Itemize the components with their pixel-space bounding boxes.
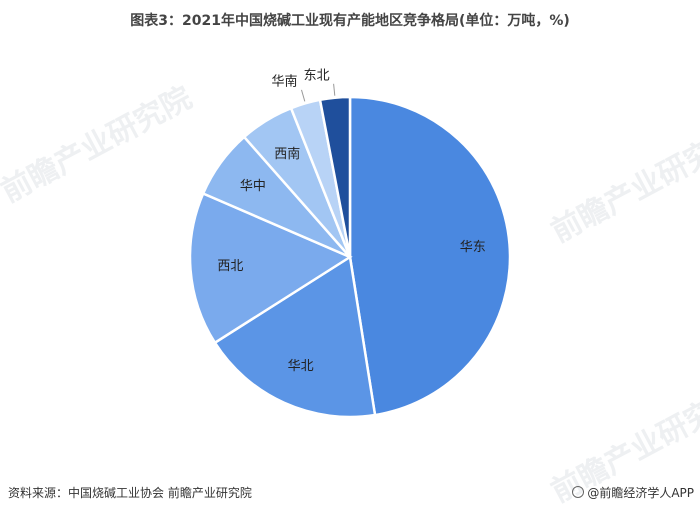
chart-title: 图表3：2021年中国烧碱工业现有产能地区竞争格局(单位：万吨，%) <box>130 13 570 29</box>
slice-label-5: 华南 <box>271 73 297 89</box>
slice-label-6: 东北 <box>304 68 330 83</box>
brand-credit: @前瞻经济学人APP <box>572 484 694 501</box>
leader-line-5 <box>301 89 306 102</box>
slice-label-2: 西北 <box>217 259 243 274</box>
brand-text: @前瞻经济学人APP <box>587 486 694 500</box>
slice-label-1: 华北 <box>288 359 314 374</box>
brand-logo-icon <box>572 486 585 498</box>
pie-slice-1 <box>213 254 377 419</box>
slice-label-3: 华中 <box>240 179 266 194</box>
pie-slice-0 <box>348 95 512 417</box>
leader-line-6 <box>333 83 336 96</box>
slice-label-4: 西南 <box>274 146 300 162</box>
slice-label-0: 华东 <box>460 240 486 255</box>
source-note: 资料来源：中国烧碱工业协会 前瞻产业研究院 <box>8 486 252 500</box>
pie-slice-2 <box>188 191 353 345</box>
pie-slice-6 <box>318 95 352 258</box>
